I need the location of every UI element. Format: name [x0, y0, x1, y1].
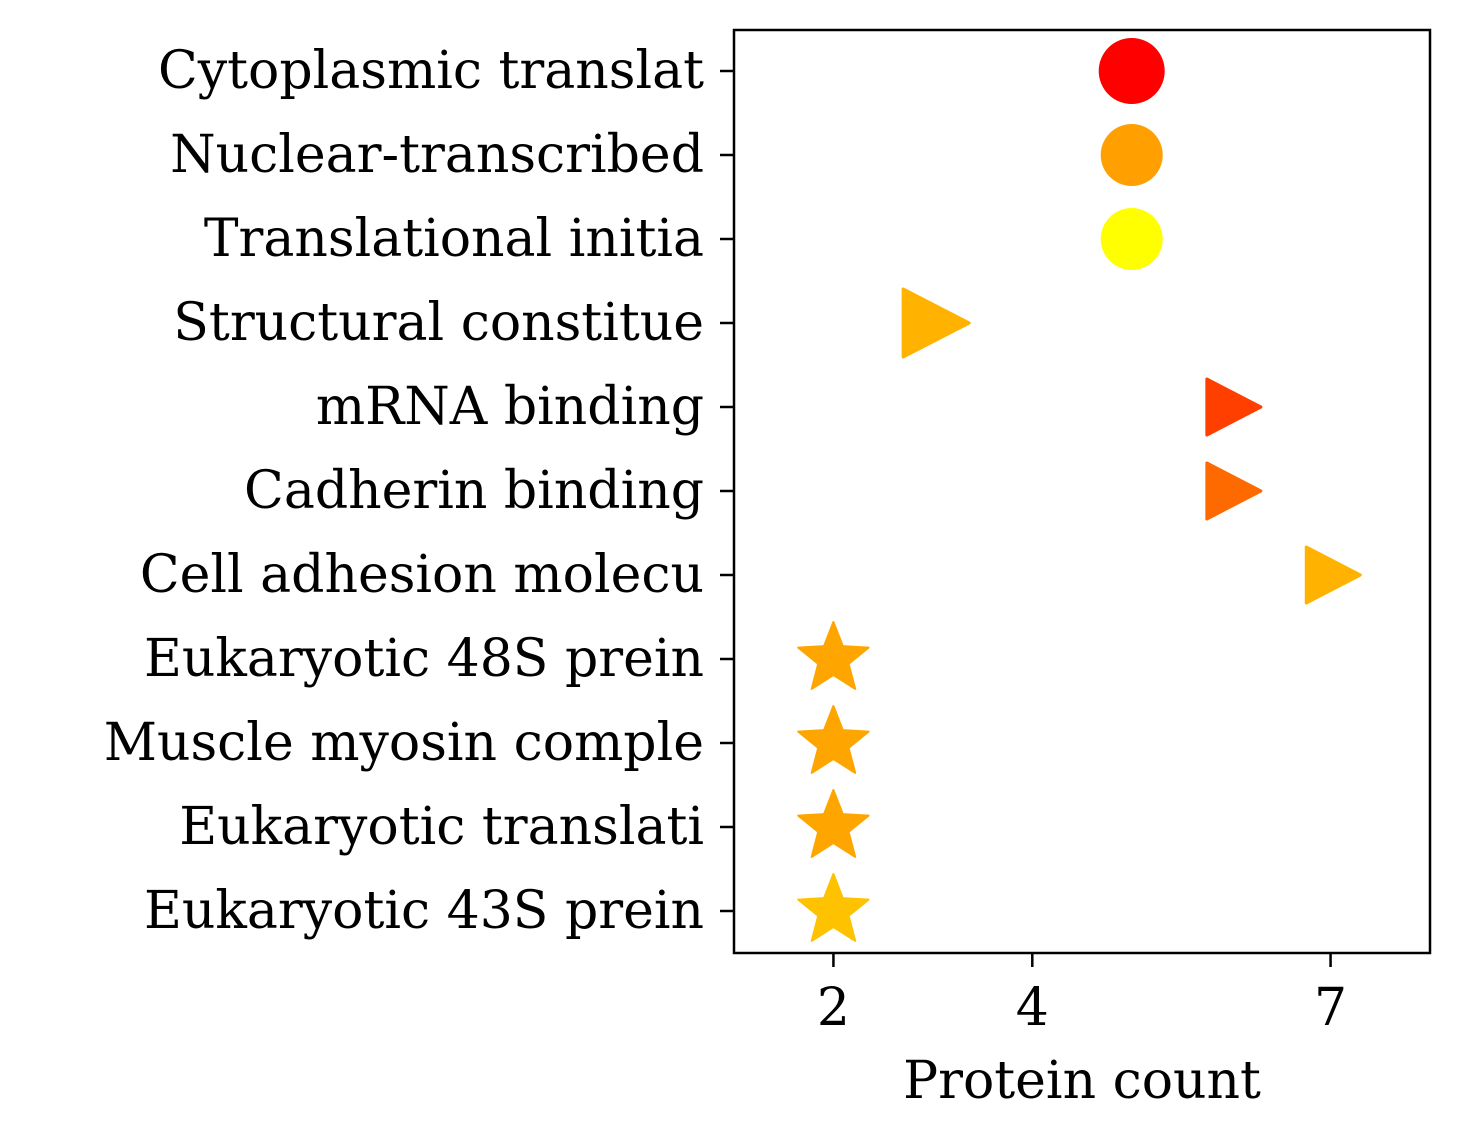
x-tick-label: 7 — [1314, 978, 1347, 1038]
star-marker — [797, 705, 870, 774]
y-tick-label: mRNA binding — [316, 377, 704, 437]
star-marker — [797, 621, 870, 690]
circle-marker — [1098, 38, 1165, 104]
x-tick-label: 4 — [1016, 978, 1049, 1038]
y-tick-label: Muscle myosin comple — [104, 713, 704, 773]
circle-marker — [1100, 208, 1163, 270]
y-tick-label: Cell adhesion molecu — [140, 545, 704, 605]
triangle-marker — [1205, 461, 1263, 521]
triangle-marker — [901, 287, 971, 359]
y-axis: Cytoplasmic translatNuclear-transcribed … — [104, 41, 734, 941]
y-tick-label: Cadherin binding — [244, 461, 704, 521]
y-tick-label: Nuclear-transcribed — [170, 125, 704, 185]
triangle-marker — [1304, 545, 1362, 605]
circle-marker — [1100, 124, 1163, 186]
y-tick-label: Translational initia — [204, 209, 704, 269]
star-marker — [797, 873, 870, 942]
x-tick-label: 2 — [817, 978, 850, 1038]
x-axis: 2 4 7 — [817, 953, 1347, 1038]
y-tick-label: Structural constitue — [173, 293, 704, 353]
y-tick-label: Cytoplasmic translat — [158, 41, 704, 101]
x-axis-label: Protein count — [903, 1051, 1261, 1111]
star-marker — [797, 789, 870, 858]
y-tick-label: Eukaryotic translati — [179, 797, 704, 857]
triangle-marker — [1205, 377, 1263, 437]
y-tick-label: Eukaryotic 43S prein — [144, 881, 704, 941]
y-tick-label: Eukaryotic 48S prein — [144, 629, 704, 689]
marks-layer — [797, 38, 1362, 942]
